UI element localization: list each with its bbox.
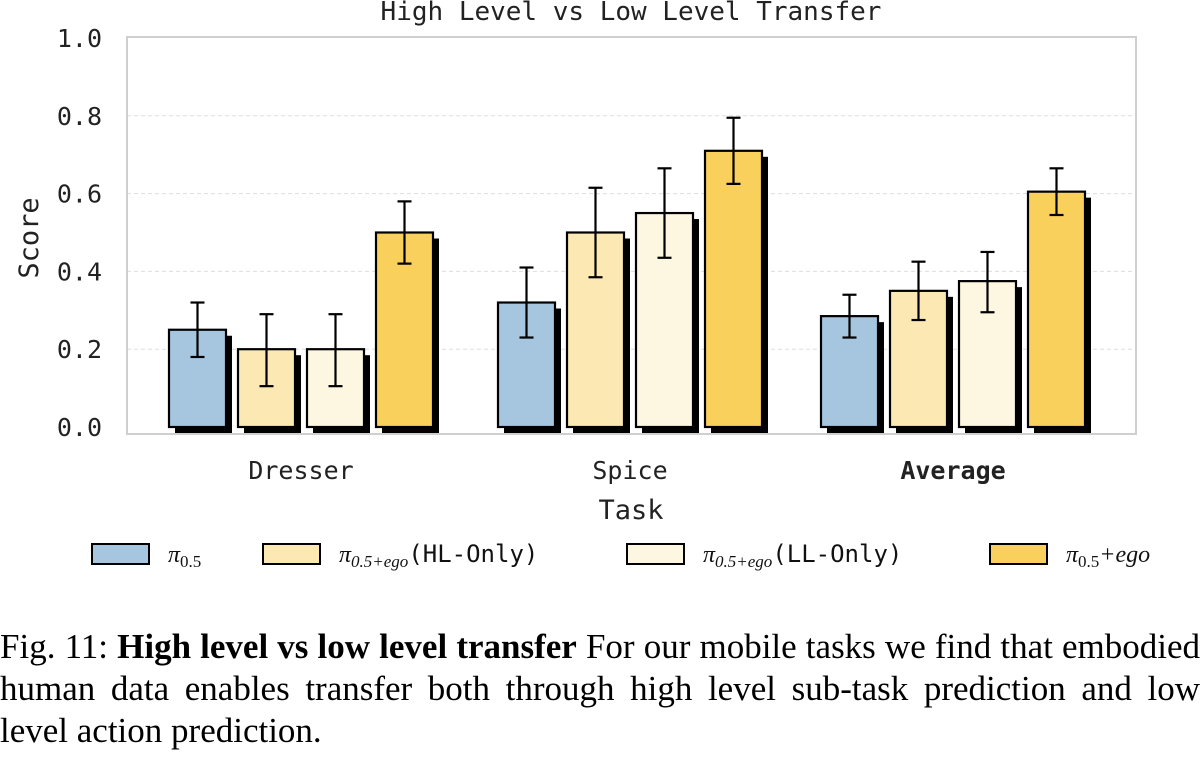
legend-label: π0.5 <box>168 542 201 571</box>
legend-label: π0.5+ego(LL-Only) <box>703 540 902 571</box>
chart-title: High Level vs Low Level Transfer <box>381 0 882 27</box>
y-axis-label: Score <box>14 197 45 278</box>
caption-prefix: Fig. 11: <box>0 627 118 666</box>
legend: π0.5 π0.5+ego(HL-Only) π0.5+ego(LL-Only) π0… <box>91 540 1150 571</box>
caption-body: For our mobile tasks we find that embodi… <box>0 627 1200 750</box>
y-tick-label: 0.4 <box>57 257 102 286</box>
legend-swatch <box>626 543 685 565</box>
bar <box>236 348 297 429</box>
x-tick-label: Dresser <box>248 456 353 485</box>
y-tick-label: 0.0 <box>57 413 102 442</box>
plot-frame <box>126 36 1137 435</box>
x-axis-label: Task <box>598 495 663 526</box>
bar <box>703 149 764 429</box>
figure-caption: Fig. 11: High level vs low level transfe… <box>0 626 1200 752</box>
bar <box>1026 190 1087 429</box>
y-tick-label: 0.2 <box>57 335 102 364</box>
bar <box>374 231 435 429</box>
x-tick-label: Spice <box>592 456 667 485</box>
legend-swatch <box>262 543 321 565</box>
y-axis: 0.0 0.2 0.4 0.6 0.8 1.0 <box>57 24 102 442</box>
legend-label: π0.5+ego <box>1066 542 1150 571</box>
legend-label: π0.5+ego(HL-Only) <box>339 540 538 571</box>
bars <box>167 116 1091 433</box>
x-tick-label: Average <box>900 456 1005 485</box>
y-tick-label: 0.8 <box>57 102 102 131</box>
chart: High Level vs Low Level Transfer 0.00.20… <box>14 0 1150 571</box>
legend-swatch <box>91 543 150 565</box>
x-axis: Dresser Spice Average <box>248 456 1005 485</box>
y-tick-label: 0.6 <box>57 180 102 209</box>
legend-swatch <box>989 543 1048 565</box>
y-tick-label: 1.0 <box>57 24 102 53</box>
caption-title: High level vs low level transfer <box>117 627 577 666</box>
